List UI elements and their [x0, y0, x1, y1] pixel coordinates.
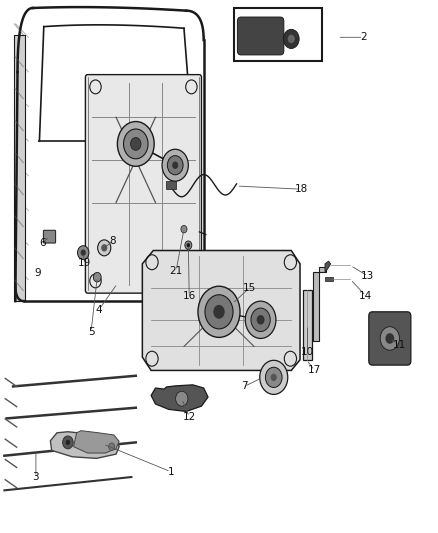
Polygon shape: [74, 431, 119, 453]
Polygon shape: [50, 432, 119, 458]
Text: 12: 12: [183, 412, 196, 422]
Circle shape: [185, 241, 192, 249]
Text: 9: 9: [34, 268, 41, 278]
Text: 13: 13: [361, 271, 374, 281]
Circle shape: [98, 240, 111, 256]
Circle shape: [167, 156, 183, 175]
Text: 14: 14: [359, 291, 372, 301]
FancyBboxPatch shape: [369, 312, 411, 365]
Circle shape: [181, 225, 187, 233]
Text: 21: 21: [170, 266, 183, 276]
Circle shape: [101, 244, 107, 252]
Circle shape: [260, 360, 288, 394]
Text: 17: 17: [308, 366, 321, 375]
Circle shape: [385, 333, 394, 344]
Circle shape: [109, 443, 115, 450]
Circle shape: [124, 129, 148, 159]
Circle shape: [198, 286, 240, 337]
FancyBboxPatch shape: [85, 75, 201, 293]
Circle shape: [283, 29, 299, 49]
Polygon shape: [151, 385, 208, 411]
Circle shape: [251, 308, 270, 332]
Circle shape: [176, 391, 188, 406]
Bar: [303, 290, 312, 360]
Circle shape: [78, 246, 89, 260]
Text: 19: 19: [78, 258, 91, 268]
Text: 4: 4: [95, 305, 102, 315]
Text: 6: 6: [39, 238, 46, 247]
Text: 5: 5: [88, 327, 95, 336]
Circle shape: [131, 138, 141, 150]
Text: 15: 15: [243, 283, 256, 293]
Circle shape: [63, 436, 73, 449]
Circle shape: [93, 272, 101, 282]
Bar: [166, 181, 176, 189]
Circle shape: [271, 374, 277, 381]
Text: 10: 10: [301, 347, 314, 357]
Circle shape: [245, 301, 276, 338]
Text: 11: 11: [393, 341, 406, 350]
Bar: [14, 35, 25, 301]
FancyBboxPatch shape: [237, 17, 284, 55]
Circle shape: [117, 122, 154, 166]
Text: 16: 16: [183, 291, 196, 301]
Polygon shape: [142, 251, 300, 370]
Text: 8: 8: [110, 236, 117, 246]
Circle shape: [172, 161, 178, 169]
Text: 7: 7: [241, 382, 248, 391]
Text: 18: 18: [295, 184, 308, 194]
Circle shape: [66, 440, 70, 445]
Text: 1: 1: [167, 467, 174, 477]
Text: 2: 2: [360, 33, 367, 42]
Circle shape: [380, 327, 399, 350]
Circle shape: [162, 149, 188, 181]
Bar: [234, 8, 322, 61]
Circle shape: [81, 249, 86, 256]
Circle shape: [265, 367, 282, 387]
Circle shape: [257, 315, 265, 325]
Polygon shape: [325, 277, 333, 281]
Circle shape: [213, 305, 225, 319]
Circle shape: [288, 35, 295, 43]
Polygon shape: [313, 266, 326, 341]
FancyBboxPatch shape: [43, 230, 56, 243]
Circle shape: [187, 243, 190, 247]
Text: 3: 3: [32, 472, 39, 482]
Polygon shape: [325, 261, 331, 273]
Circle shape: [205, 295, 233, 329]
